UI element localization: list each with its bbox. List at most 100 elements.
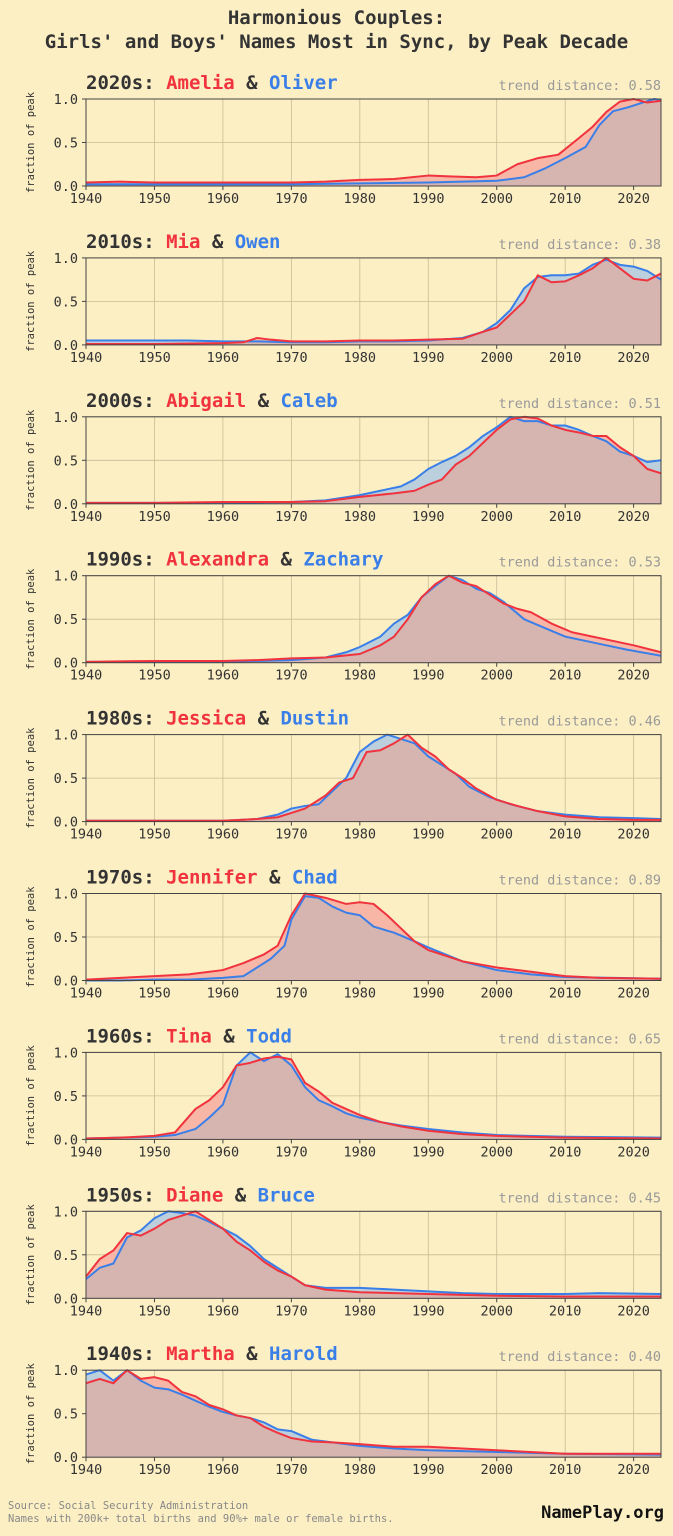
x-tick-label-2020: 2020	[617, 1462, 650, 1478]
x-tick-label-1960: 1960	[207, 1462, 240, 1478]
girl-line-Tina	[85, 1055, 662, 1140]
x-tick-label-1950: 1950	[138, 191, 171, 207]
decade-label: 1980s:	[86, 708, 166, 730]
x-tick-label-2000: 2000	[480, 191, 513, 207]
x-tick-label-1960: 1960	[207, 509, 240, 525]
panel-1980s: 1940 1950 1960 1970 1980 1990 2000 2010 2020 0.0 0…	[25, 708, 662, 843]
y-tick-label-1: 1.0	[54, 251, 78, 267]
boy-line-Zachary	[86, 574, 662, 663]
trend-distance-label: trend distance: 0.65	[498, 1031, 661, 1047]
x-tick-label-2000: 2000	[480, 668, 513, 684]
boy-name: Harold	[269, 1343, 338, 1365]
y-tick-label-0.5: 0.5	[54, 136, 78, 152]
x-tick-label-1990: 1990	[412, 191, 445, 207]
x-tick-label-2020: 2020	[617, 509, 650, 525]
separator: &	[200, 231, 234, 253]
overlap-area	[86, 418, 661, 504]
girl-name: Amelia	[166, 72, 235, 94]
x-tick-label-1970: 1970	[275, 1303, 308, 1319]
overlap-area	[86, 100, 661, 186]
girl-name: Alexandra	[166, 549, 269, 571]
panel-heading: 1980s: Jessica & Dustin	[86, 708, 349, 730]
separator: &	[235, 72, 269, 94]
x-tick-label-2000: 2000	[480, 827, 513, 843]
x-tick-label-1940: 1940	[70, 191, 103, 207]
girl-line-Martha	[85, 1369, 661, 1455]
chart-title-line-2: Girls' and Boys' Names Most in Sync, by …	[44, 31, 629, 53]
x-tick-label-1940: 1940	[70, 986, 103, 1002]
overlap-area	[86, 575, 661, 663]
boy-line-Bruce	[85, 1210, 662, 1295]
x-tick-label-1940: 1940	[70, 1303, 103, 1319]
x-tick-label-2020: 2020	[617, 986, 650, 1002]
x-tick-label-1940: 1940	[70, 827, 103, 843]
x-tick-label-1990: 1990	[412, 509, 445, 525]
x-tick-label-1970: 1970	[275, 509, 308, 525]
x-tick-label-1980: 1980	[344, 1144, 377, 1160]
trend-distance-label: trend distance: 0.58	[498, 78, 661, 94]
boy-name: Zachary	[303, 549, 383, 571]
girl-name: Martha	[166, 1343, 235, 1365]
boy-name: Bruce	[258, 1184, 315, 1206]
girl-name: Mia	[166, 231, 200, 253]
y-axis-label: fraction of peak	[25, 727, 37, 829]
x-tick-label-1950: 1950	[138, 1462, 171, 1478]
overlap-area	[86, 896, 661, 981]
y-tick-label-0: 0.0	[54, 179, 78, 195]
panel-heading: 1950s: Diane & Bruce	[86, 1184, 315, 1206]
x-tick-label-1960: 1960	[207, 668, 240, 684]
y-tick-label-1: 1.0	[54, 569, 78, 585]
x-tick-label-1990: 1990	[412, 827, 445, 843]
x-tick-label-1940: 1940	[70, 509, 103, 525]
x-tick-label-2010: 2010	[549, 827, 582, 843]
x-tick-label-1950: 1950	[138, 350, 171, 366]
x-tick-label-1980: 1980	[344, 986, 377, 1002]
separator: &	[246, 390, 280, 412]
boy-line-Caleb	[86, 415, 662, 504]
x-tick-label-1980: 1980	[344, 1303, 377, 1319]
y-tick-label-0.5: 0.5	[54, 612, 78, 628]
panel-1990s: 1940 1950 1960 1970 1980 1990 2000 2010 2020 0.0 0…	[25, 549, 662, 684]
x-tick-label-1970: 1970	[275, 191, 308, 207]
panel-heading: 1990s: Alexandra & Zachary	[86, 549, 383, 571]
x-tick-label-1960: 1960	[207, 1303, 240, 1319]
overlap-area	[86, 1056, 661, 1140]
y-axis-label: fraction of peak	[25, 91, 37, 193]
panel-1970s: 1940 1950 1960 1970 1980 1990 2000 2010 2020 0.0 0…	[25, 867, 662, 1002]
boy-line-Oliver	[86, 98, 662, 186]
boy-name: Chad	[292, 867, 338, 889]
x-tick-label-1970: 1970	[275, 350, 308, 366]
boy-name: Oliver	[269, 72, 338, 94]
y-tick-label-1: 1.0	[54, 887, 78, 903]
y-axis-label: fraction of peak	[25, 409, 37, 511]
x-tick-label-2000: 2000	[480, 986, 513, 1002]
girl-line-Jennifer	[85, 892, 662, 981]
source-line-2: Names with 200k+ total births and 90%+ m…	[8, 1513, 394, 1525]
x-tick-label-2010: 2010	[549, 191, 582, 207]
y-tick-label-0.5: 0.5	[54, 294, 78, 310]
x-tick-label-2000: 2000	[480, 1462, 513, 1478]
x-tick-label-2020: 2020	[617, 1303, 650, 1319]
separator: &	[235, 1343, 269, 1365]
x-tick-label-1950: 1950	[138, 1144, 171, 1160]
girl-name: Jennifer	[166, 867, 258, 889]
x-tick-label-1950: 1950	[138, 827, 171, 843]
girl-line-Mia	[86, 256, 662, 346]
y-tick-label-1: 1.0	[54, 1363, 78, 1379]
x-tick-label-1990: 1990	[412, 1303, 445, 1319]
panel-heading: 2020s: Amelia & Oliver	[86, 72, 338, 94]
girl-line-Amelia	[85, 98, 662, 184]
boy-name: Caleb	[280, 390, 337, 412]
x-tick-label-2010: 2010	[549, 1144, 582, 1160]
x-tick-label-1940: 1940	[70, 668, 103, 684]
decade-label: 1970s:	[86, 867, 166, 889]
x-tick-label-2020: 2020	[617, 1144, 650, 1160]
y-tick-label-0: 0.0	[54, 974, 78, 990]
trend-distance-label: trend distance: 0.89	[498, 873, 661, 889]
x-tick-label-1970: 1970	[275, 1462, 308, 1478]
panel-2020s: 1940 1950 1960 1970 1980 1990 2000 2010 2020 0.0 0…	[25, 72, 662, 207]
y-tick-label-0: 0.0	[54, 497, 78, 513]
panel-heading: 1970s: Jennifer & Chad	[86, 867, 338, 889]
y-tick-label-0: 0.0	[54, 338, 78, 354]
